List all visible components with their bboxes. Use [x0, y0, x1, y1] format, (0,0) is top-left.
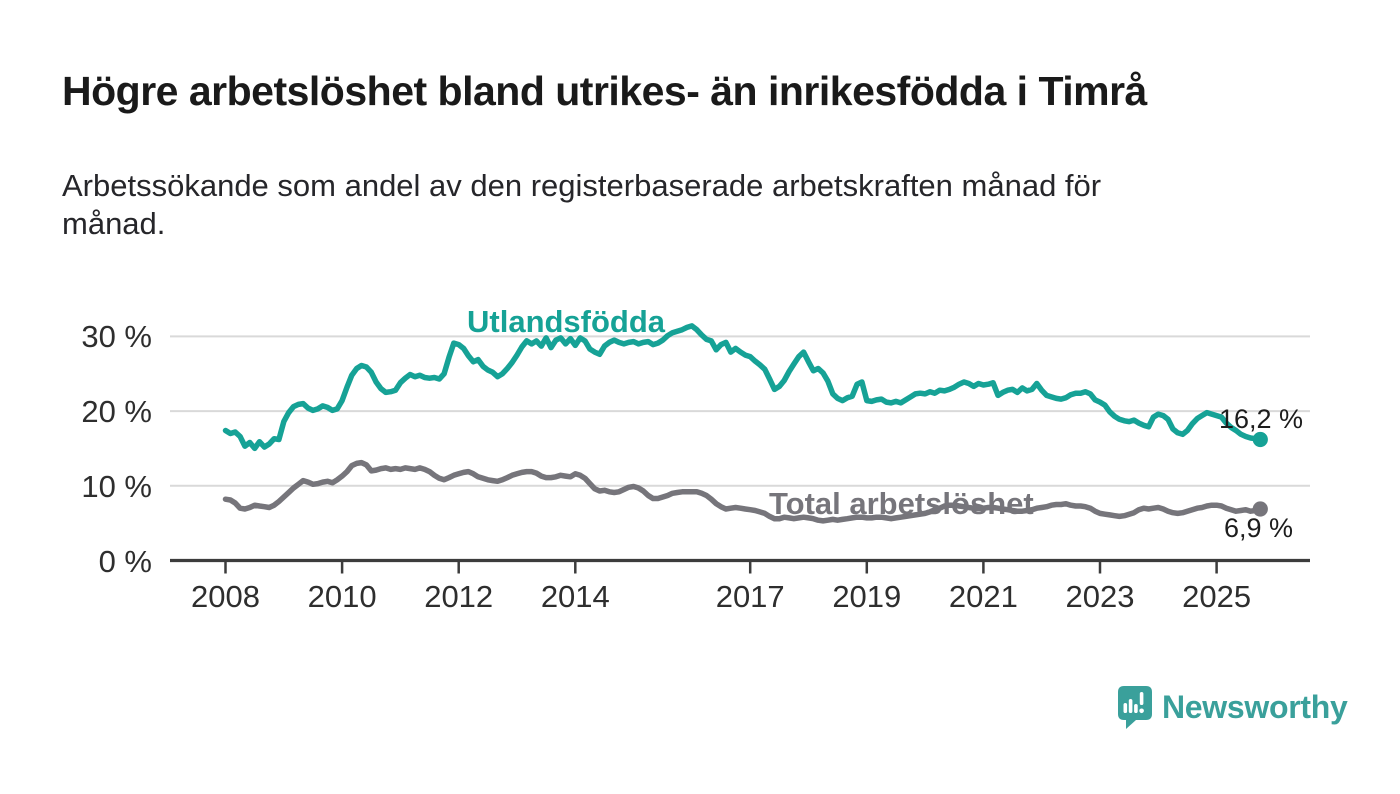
y-tick-label-20: 20 % — [81, 394, 152, 430]
newsworthy-logo: Newsworthy — [1118, 686, 1348, 732]
bar-chart-speech-bubble-icon — [1118, 686, 1152, 729]
end-value-label-total: 6,9 % — [1224, 513, 1294, 543]
series-label-utlandsfodda: Utlandsfödda — [467, 304, 666, 339]
x-tick-label-2014: 2014 — [540, 579, 610, 614]
series-label-total: Total arbetslöshet — [769, 486, 1034, 521]
x-tick-label-2021: 2021 — [948, 579, 1018, 614]
series-line-total — [222, 459, 1264, 524]
page-title: Högre arbetslöshet bland utrikes- än inr… — [62, 68, 1147, 114]
x-tick-label-2010: 2010 — [307, 579, 377, 614]
x-tick-label-2025: 2025 — [1182, 579, 1252, 614]
y-tick-label-0: 0 % — [98, 543, 152, 579]
x-tick-label-2008: 2008 — [191, 579, 260, 614]
page-subtitle-line-1: Arbetssökande som andel av den registerb… — [62, 168, 1102, 203]
end-value-label-utlandsfodda: 16,2 % — [1219, 404, 1304, 434]
series-end-dot-utlandsfodda — [1252, 431, 1268, 448]
logo-text: Newsworthy — [1162, 689, 1348, 725]
page-subtitle-line-2: månad. — [62, 206, 166, 241]
series-end-dot-total — [1252, 501, 1268, 517]
x-tick-label-2017: 2017 — [715, 579, 785, 614]
x-tick-label-2019: 2019 — [832, 579, 902, 614]
x-tick-label-2023: 2023 — [1065, 579, 1135, 614]
y-tick-label-30: 30 % — [81, 319, 152, 355]
x-tick-label-2012: 2012 — [424, 579, 494, 614]
y-tick-label-10: 10 % — [81, 468, 152, 504]
series-line-utlandsfodda — [222, 323, 1264, 452]
